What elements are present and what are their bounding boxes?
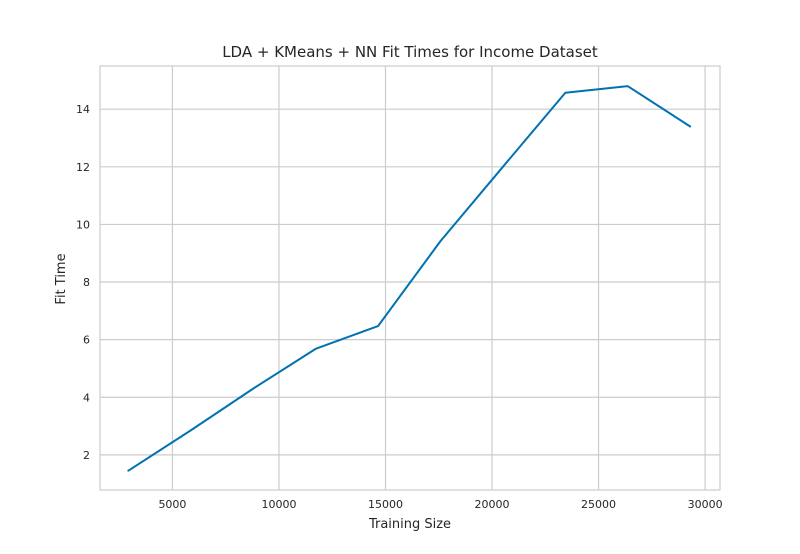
x-tick-label: 15000 bbox=[368, 498, 403, 511]
y-tick-label: 2 bbox=[83, 449, 90, 462]
series-line bbox=[127, 85, 692, 472]
plot-frame bbox=[99, 65, 721, 491]
x-tick-label: 30000 bbox=[688, 498, 723, 511]
y-tick-label: 12 bbox=[76, 161, 90, 174]
x-tick-label: 25000 bbox=[581, 498, 616, 511]
y-tick-label: 10 bbox=[76, 218, 90, 231]
x-tick-label: 5000 bbox=[158, 498, 186, 511]
tick-layer: 5000 10000 15000 20000 25000 30000 2 4 6 8 10 12 14 bbox=[76, 103, 723, 511]
y-tick-label: 4 bbox=[83, 391, 90, 404]
y-tick-label: 14 bbox=[76, 103, 90, 116]
series-layer bbox=[127, 85, 692, 472]
grid-layer bbox=[100, 66, 720, 490]
chart-title: LDA + KMeans + NN Fit Times for Income D… bbox=[222, 43, 598, 61]
y-axis-label: Fit Time bbox=[54, 253, 69, 304]
x-tick-label: 20000 bbox=[475, 498, 510, 511]
y-tick-label: 8 bbox=[83, 276, 90, 289]
y-tick-label: 6 bbox=[83, 334, 90, 347]
x-axis-label: Training Size bbox=[368, 517, 451, 532]
x-tick-label: 10000 bbox=[261, 498, 296, 511]
